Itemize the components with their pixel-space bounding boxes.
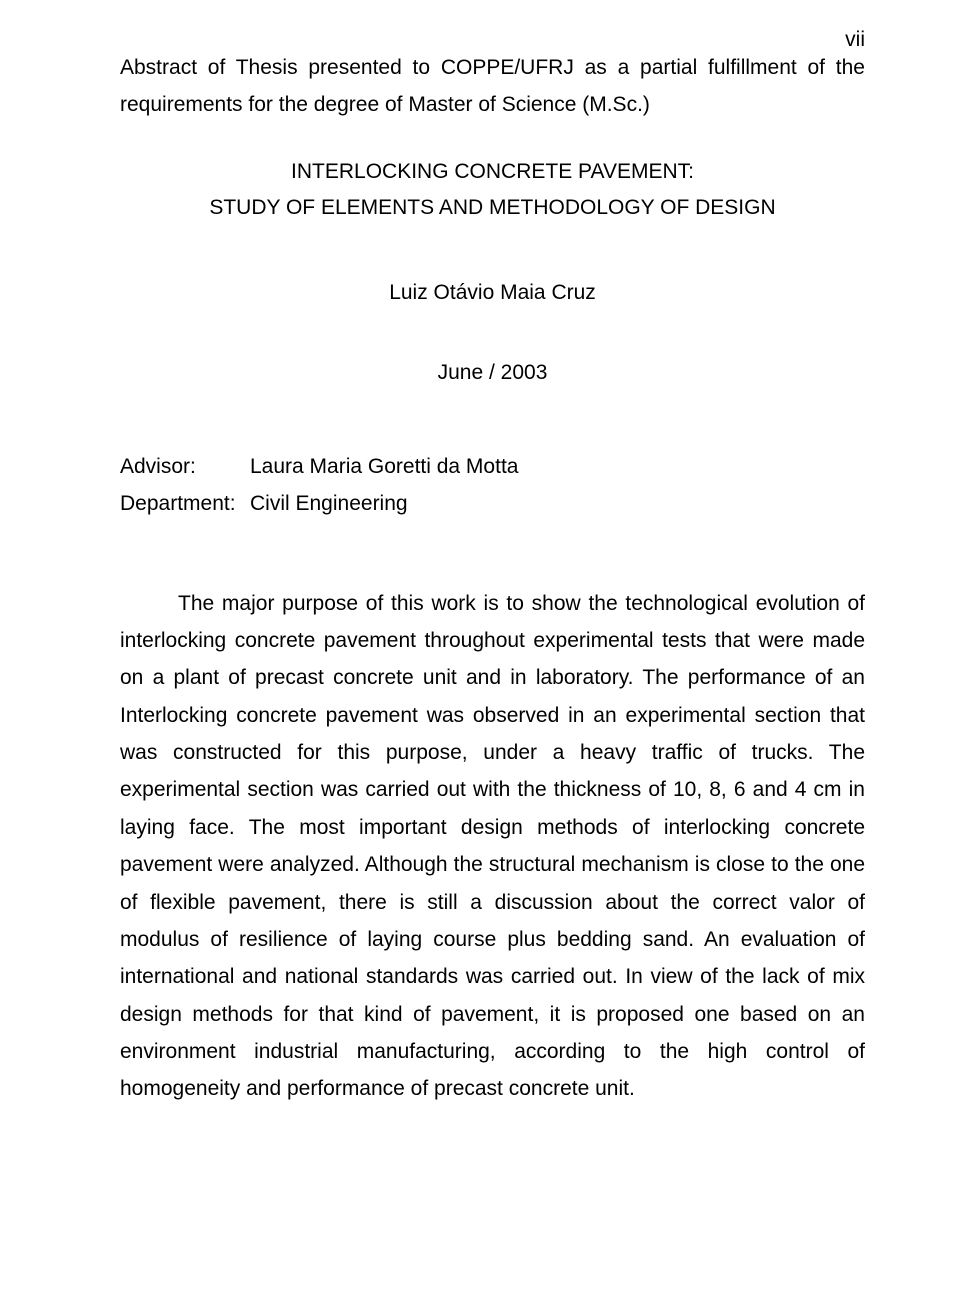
author-name: Luiz Otávio Maia Cruz xyxy=(120,281,865,305)
abstract-body: The major purpose of this work is to sho… xyxy=(120,585,865,1108)
thesis-abstract-page: vii Abstract of Thesis presented to COPP… xyxy=(0,0,960,1300)
department-value: Civil Engineering xyxy=(250,486,865,523)
advisor-value: Laura Maria Goretti da Motta xyxy=(250,449,865,486)
thesis-title: INTERLOCKING CONCRETE PAVEMENT: STUDY OF… xyxy=(120,154,865,228)
advisor-label: Advisor: xyxy=(120,449,250,486)
abstract-intro: Abstract of Thesis presented to COPPE/UF… xyxy=(120,50,865,124)
thesis-date: June / 2003 xyxy=(120,361,865,385)
department-label: Department: xyxy=(120,486,250,523)
thesis-title-line1: INTERLOCKING CONCRETE PAVEMENT: xyxy=(120,154,865,191)
metadata-block: Advisor: Laura Maria Goretti da Motta De… xyxy=(120,449,865,523)
department-row: Department: Civil Engineering xyxy=(120,486,865,523)
thesis-title-line2: STUDY OF ELEMENTS AND METHODOLOGY OF DES… xyxy=(120,190,865,227)
advisor-row: Advisor: Laura Maria Goretti da Motta xyxy=(120,449,865,486)
page-number: vii xyxy=(845,28,865,52)
